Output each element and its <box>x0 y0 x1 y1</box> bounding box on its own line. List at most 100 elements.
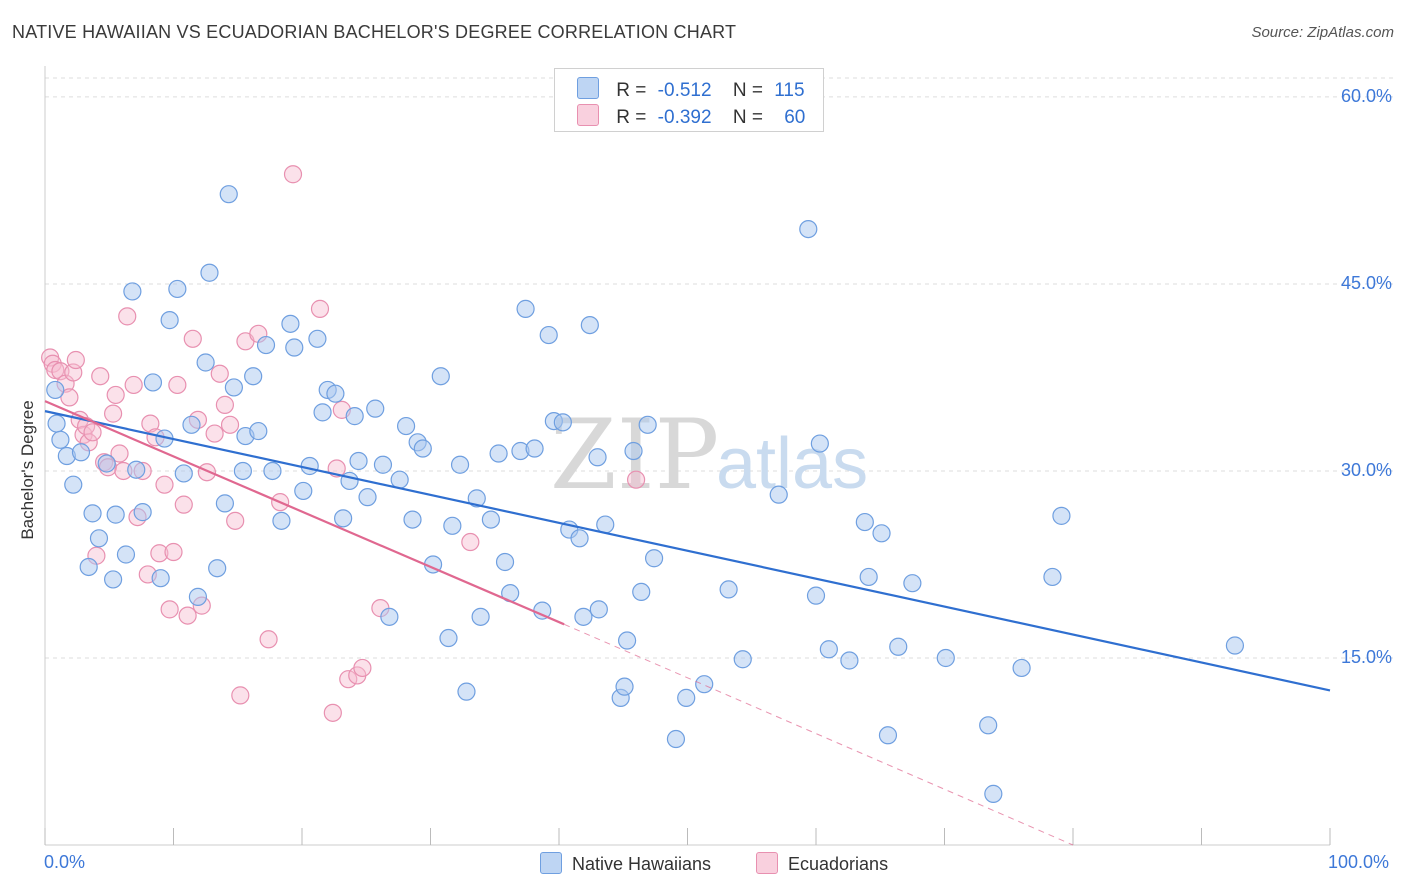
data-point-native-hawaiians <box>695 675 714 694</box>
y-tick-label: 15.0% <box>1340 646 1392 667</box>
data-point-native-hawaiians <box>83 504 102 523</box>
trend-extension-ecuadorians <box>563 623 1074 846</box>
data-point-native-hawaiians <box>589 600 608 619</box>
data-point-ecuadorians <box>310 299 330 318</box>
data-point-native-hawaiians <box>127 460 146 479</box>
legend-swatch-pink <box>756 852 778 874</box>
legend-item-ecuadorians[interactable]: Ecuadorians <box>756 852 888 875</box>
legend-label: Ecuadorians <box>788 854 889 874</box>
data-point-native-hawaiians <box>443 516 462 535</box>
data-point-native-hawaiians <box>358 488 377 507</box>
data-point-ecuadorians <box>215 395 234 414</box>
data-point-native-hawaiians <box>263 461 282 481</box>
data-point-native-hawaiians <box>244 367 263 386</box>
data-point-native-hawaiians <box>525 439 544 458</box>
data-point-native-hawaiians <box>872 524 891 543</box>
data-point-native-hawaiians <box>116 545 136 564</box>
data-point-native-hawaiians <box>79 557 98 577</box>
data-point-native-hawaiians <box>97 454 116 473</box>
data-point-ecuadorians <box>91 367 110 386</box>
data-point-ecuadorians <box>118 307 137 326</box>
data-point-ecuadorians <box>106 385 125 405</box>
data-point-native-hawaiians <box>300 456 319 476</box>
data-point-native-hawaiians <box>71 443 91 462</box>
data-point-native-hawaiians <box>51 430 70 449</box>
trend-line-ecuadorians <box>44 400 565 626</box>
data-point-native-hawaiians <box>64 475 83 494</box>
data-point-native-hawaiians <box>47 414 66 433</box>
n-value: 115 <box>774 80 805 101</box>
legend-swatch-pink <box>577 104 599 126</box>
data-point-ecuadorians <box>339 670 358 689</box>
data-point-native-hawaiians <box>215 494 234 513</box>
data-point-native-hawaiians <box>174 464 193 483</box>
data-point-native-hawaiians <box>677 688 696 707</box>
legend-item-native-hawaiians[interactable]: Native Hawaiians <box>540 852 711 875</box>
data-point-native-hawaiians <box>233 461 252 481</box>
data-point-native-hawaiians <box>889 637 908 656</box>
data-point-native-hawaiians <box>294 481 313 501</box>
data-point-native-hawaiians <box>123 282 142 301</box>
data-point-native-hawaiians <box>806 586 826 605</box>
data-point-native-hawaiians <box>719 580 738 599</box>
data-point-native-hawaiians <box>666 729 686 749</box>
data-point-native-hawaiians <box>106 505 125 524</box>
data-point-native-hawaiians <box>366 399 385 418</box>
legend-row-native-hawaiians: R = -0.512 N = 115 <box>577 77 805 101</box>
data-point-native-hawaiians <box>285 338 304 357</box>
data-point-ecuadorians <box>353 658 372 678</box>
data-point-ecuadorians <box>259 630 278 649</box>
series-native-hawaiians <box>46 185 1245 803</box>
data-point-ecuadorians <box>66 350 85 370</box>
data-point-native-hawaiians <box>819 640 838 659</box>
data-point-native-hawaiians <box>182 415 201 434</box>
data-point-native-hawaiians <box>272 511 291 530</box>
data-point-native-hawaiians <box>489 444 508 463</box>
data-point-ecuadorians <box>124 375 143 395</box>
data-point-native-hawaiians <box>249 421 268 441</box>
data-point-ecuadorians <box>205 424 224 443</box>
y-tick-label: 45.0% <box>1340 272 1392 293</box>
data-point-native-hawaiians <box>936 648 955 668</box>
data-point-native-hawaiians <box>413 439 432 458</box>
data-point-ecuadorians <box>155 475 174 494</box>
data-point-ecuadorians <box>104 404 123 423</box>
data-point-native-hawaiians <box>200 263 219 282</box>
data-point-ecuadorians <box>183 329 202 348</box>
data-point-native-hawaiians <box>471 607 490 626</box>
data-point-native-hawaiians <box>349 451 368 471</box>
trend-line-native-hawaiians <box>44 410 1331 692</box>
data-point-ecuadorians <box>323 703 342 722</box>
data-point-native-hawaiians <box>224 378 243 397</box>
data-point-native-hawaiians <box>580 315 599 335</box>
data-point-ecuadorians <box>231 686 250 705</box>
data-point-native-hawaiians <box>308 329 327 348</box>
data-point-ecuadorians <box>174 495 193 514</box>
data-point-native-hawaiians <box>570 529 589 548</box>
data-point-native-hawaiians <box>334 509 353 528</box>
data-point-native-hawaiians <box>281 314 300 333</box>
data-point-native-hawaiians <box>396 416 416 436</box>
data-point-native-hawaiians <box>588 448 607 467</box>
data-point-ecuadorians <box>141 414 160 433</box>
r-label: R = <box>616 80 647 101</box>
data-point-native-hawaiians <box>574 607 593 626</box>
data-point-native-hawaiians <box>799 219 818 239</box>
legend-swatch-blue <box>540 852 562 874</box>
data-point-native-hawaiians <box>373 455 393 474</box>
data-point-native-hawaiians <box>638 415 657 434</box>
data-point-native-hawaiians <box>855 512 874 532</box>
data-point-native-hawaiians <box>903 574 922 593</box>
data-point-ecuadorians <box>626 470 646 489</box>
data-point-ecuadorians <box>60 388 79 407</box>
data-point-native-hawaiians <box>168 279 187 299</box>
r-label: R = <box>616 107 647 128</box>
data-point-ecuadorians <box>160 600 179 619</box>
data-point-ecuadorians <box>220 415 240 434</box>
gridlines <box>45 77 1394 659</box>
data-point-native-hawaiians <box>313 403 332 422</box>
data-point-native-hawaiians <box>984 784 1003 803</box>
data-point-native-hawaiians <box>632 582 651 602</box>
data-point-native-hawaiians <box>516 299 535 318</box>
legend-row-ecuadorians: R = -0.392 N = 60 <box>577 104 805 128</box>
